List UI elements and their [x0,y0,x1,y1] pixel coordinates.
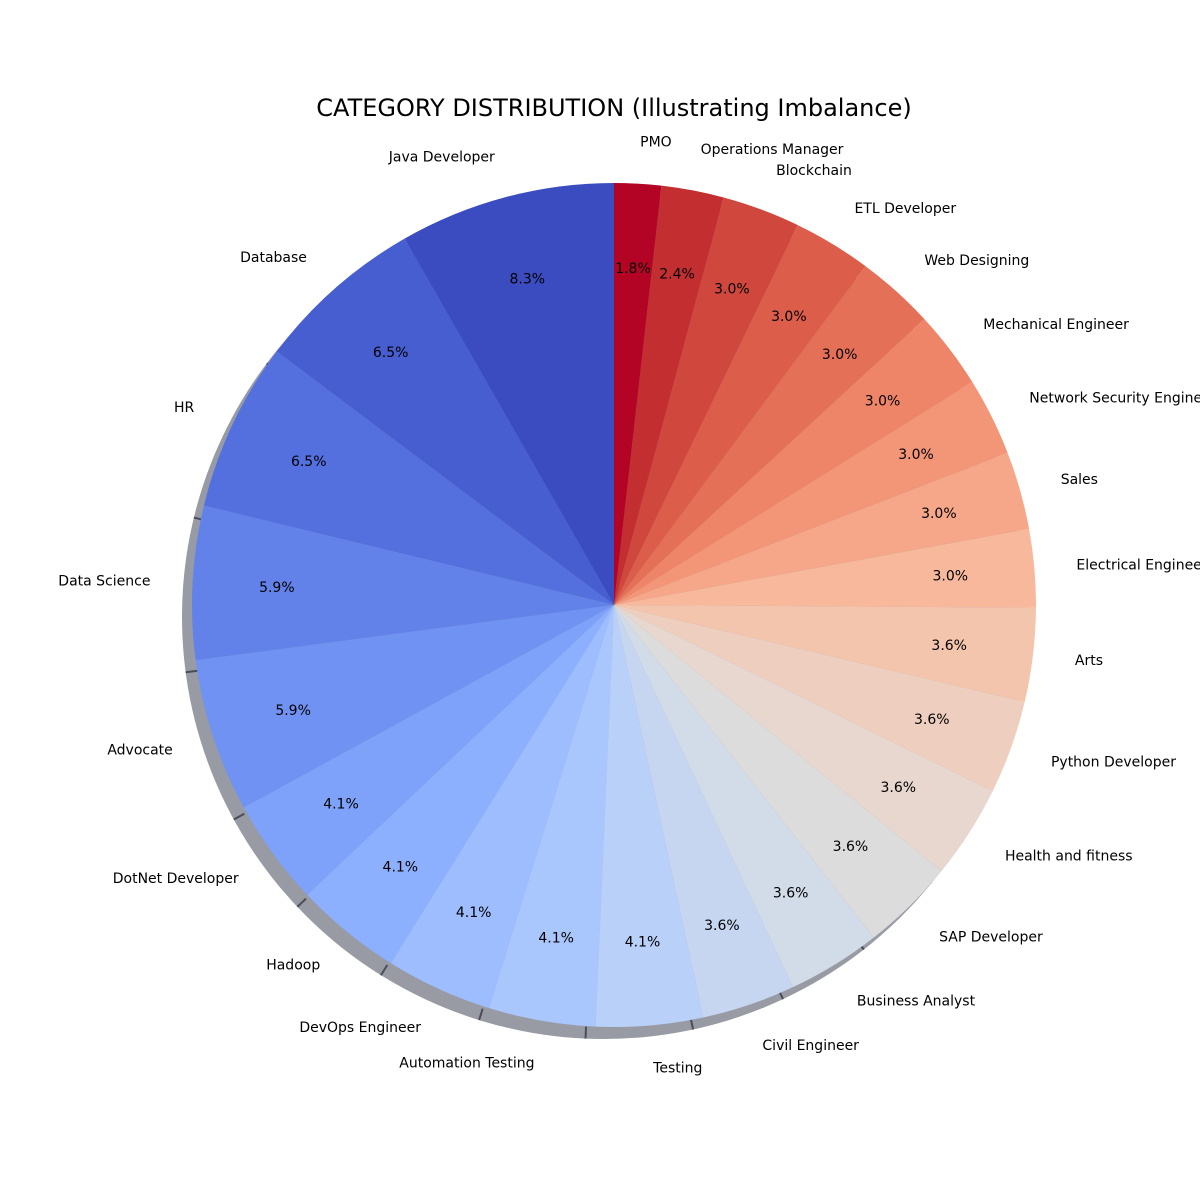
slice-electrical-engineering [614,528,1036,608]
slice-sap-developer [614,605,942,938]
pct-label-health-and-fitness: 3.6% [881,780,917,796]
category-label-sales: Sales [1061,472,1098,488]
slice-civil-engineer [614,605,794,1018]
category-label-network-security-engineer: Network Security Engineer [1029,391,1200,407]
pct-label-data-science: 5.9% [259,580,295,596]
slice-network-security-engineer [614,381,1008,605]
shadow-edge-hadoop [296,897,307,908]
pct-label-etl-developer: 3.0% [771,309,807,325]
pct-label-devops-engineer: 4.1% [456,905,492,921]
category-label-sap-developer: SAP Developer [939,929,1043,945]
slice-business-analyst [614,605,874,988]
category-label-devops-engineer: DevOps Engineer [299,1020,421,1036]
pct-label-web-designing: 3.0% [822,347,858,363]
pct-label-business-analyst: 3.6% [773,886,809,902]
slice-pmo [614,183,662,605]
pct-label-dotnet-developer: 4.1% [323,797,359,813]
category-label-hadoop: Hadoop [266,957,320,973]
pct-label-mechanical-engineer: 3.0% [865,393,901,409]
pct-label-blockchain: 3.0% [714,282,750,298]
shadow-edge-devops-engineer [380,964,389,976]
slice-java-developer [404,183,614,605]
category-label-python-developer: Python Developer [1051,755,1176,771]
slice-arts [614,605,1036,702]
slice-blockchain [614,197,798,606]
category-label-web-designing: Web Designing [924,253,1029,269]
slice-testing [595,605,704,1028]
slice-dotnet-developer [243,605,615,895]
category-label-testing: Testing [652,1061,702,1077]
pct-label-java-developer: 8.3% [510,272,546,288]
pct-label-arts: 3.6% [931,638,967,654]
pct-label-operations-manager: 2.4% [659,266,695,282]
pct-label-network-security-engineer: 3.0% [898,447,934,463]
slice-advocate [195,605,614,808]
slice-python-developer [614,605,1025,792]
slice-operations-manager [614,185,724,606]
pct-label-sap-developer: 3.6% [833,839,869,855]
slice-health-and-fitness [614,605,993,872]
pct-label-advocate: 5.9% [275,703,311,719]
category-label-arts: Arts [1075,653,1103,669]
pct-label-pmo: 1.8% [615,261,651,277]
category-label-blockchain: Blockchain [776,163,852,179]
category-label-electrical-engineering: Electrical Engineering [1076,557,1200,573]
pct-label-database: 6.5% [373,345,409,361]
pie-slices [192,183,1036,1028]
pct-label-sales: 3.0% [921,506,957,522]
slice-web-designing [614,266,925,605]
pct-labels: 8.3% 6.5% 6.5% 5.9% 5.9% 4.1% 4.1% 4.1% 4.1% 4.1%… [259,261,968,950]
category-label-dotnet-developer: DotNet Developer [113,871,239,887]
category-label-data-science: Data Science [58,573,150,589]
pct-label-electrical-engineering: 3.0% [933,568,969,584]
category-label-java-developer: Java Developer [388,149,495,165]
slice-etl-developer [614,225,866,605]
category-label-hr: HR [174,400,195,416]
category-label-business-analyst: Business Analyst [857,994,976,1010]
slice-mechanical-engineer [614,318,973,605]
pct-label-automation-testing: 4.1% [538,931,574,947]
category-label-advocate: Advocate [107,742,172,758]
pct-label-python-developer: 3.6% [914,712,950,728]
shadow-edge-advocate [185,669,198,674]
category-label-pmo: PMO [640,135,672,151]
category-label-health-and-fitness: Health and fitness [1005,848,1133,864]
pct-label-civil-engineer: 3.6% [704,918,740,934]
category-label-mechanical-engineer: Mechanical Engineer [983,317,1129,333]
category-labels: Java Developer Database HR Data Science Advo… [58,135,1200,1077]
slice-automation-testing [489,605,614,1027]
category-label-automation-testing: Automation Testing [399,1055,534,1071]
chart-title: CATEGORY DISTRIBUTION (Illustrating Imba… [316,94,911,122]
category-label-civil-engineer: Civil Engineer [762,1038,859,1054]
pct-label-hadoop: 4.1% [383,859,419,875]
shadow-edge-automation-testing [478,1008,484,1021]
category-label-etl-developer: ETL Developer [854,201,956,217]
slice-hr [203,351,614,605]
slice-data-science [192,505,614,661]
category-label-database: Database [240,250,307,266]
slice-hadoop [307,605,614,964]
pct-label-hr: 6.5% [291,454,327,470]
slice-sales [614,452,1030,605]
pct-label-testing: 4.1% [625,934,661,950]
slice-database [276,238,614,605]
shadow-edge-testing [584,1026,588,1039]
category-label-operations-manager: Operations Manager [701,142,844,158]
shadow-edge-dotnet-developer [233,812,245,821]
slice-devops-engineer [390,605,614,1009]
